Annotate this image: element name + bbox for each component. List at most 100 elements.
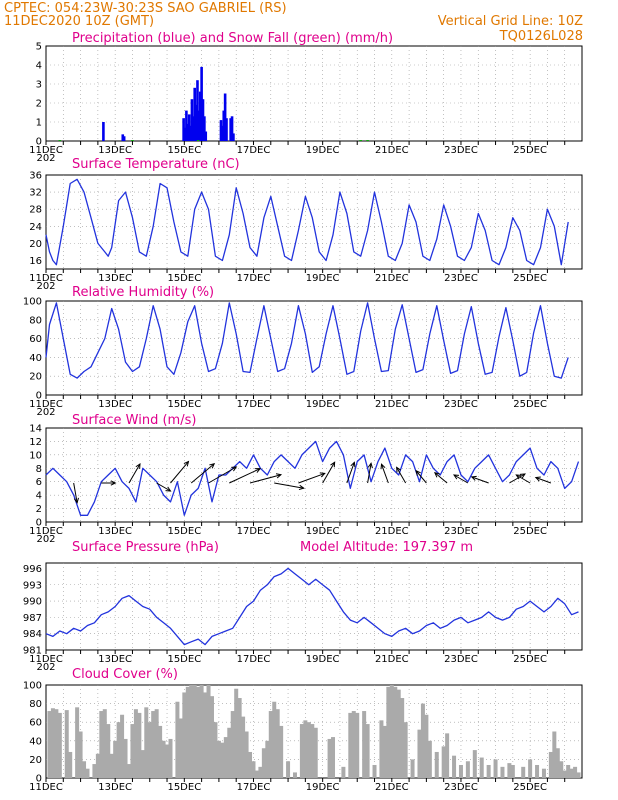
wind-wind-vector <box>322 461 336 484</box>
precip-bar <box>219 120 223 141</box>
cloud-x-date-label: 25DEC <box>513 782 547 793</box>
cloud-y-tick-label: 80 <box>29 699 42 710</box>
pressure-x-date-label: 19DEC <box>306 654 340 665</box>
cloud-bar <box>389 685 394 778</box>
cloud-bar <box>410 759 415 778</box>
cloud-y-tick-label: 40 <box>29 736 42 747</box>
wind-wind-arrowhead <box>453 474 460 480</box>
humidity-x-date-label: 15DEC <box>167 399 201 410</box>
cloud-bar <box>223 737 228 778</box>
precip-bar <box>187 114 191 141</box>
wind-wind-arrowhead <box>515 474 522 480</box>
humidity-y-tick-label: 100 <box>23 297 42 308</box>
wind-wind-arrowhead <box>110 480 117 486</box>
humidity-y-tick-label: 60 <box>29 334 42 345</box>
temperature-y-tick-label: 16 <box>29 256 42 267</box>
wind-wind-vector <box>516 474 531 484</box>
wind-wind-arrowhead <box>135 462 141 469</box>
cloud-bar <box>244 731 249 778</box>
humidity-y-tick-label: 0 <box>36 391 42 402</box>
wind-x-date-label: 17DEC <box>237 526 271 537</box>
wind-x-year-stub: 202 <box>36 534 55 545</box>
wind-wind-arrowhead <box>209 462 216 469</box>
cloud-bar <box>120 714 125 778</box>
cloud-y-tick-label: 60 <box>29 718 42 729</box>
cloud-bar <box>472 750 477 778</box>
cloud-bar <box>275 709 280 778</box>
cloud-bar <box>133 709 138 778</box>
wind-wind-arrowhead <box>275 473 283 479</box>
cloud-bar <box>144 707 149 778</box>
cloud-x-date-label: 19DEC <box>306 782 340 793</box>
wind-wind-vector <box>381 464 389 484</box>
precip-bar <box>183 127 187 141</box>
cloud-bar <box>185 686 190 778</box>
cloud-bar <box>299 724 304 778</box>
precip-x-date-label: 23DEC <box>444 145 478 156</box>
humidity-x-year-stub: 202 <box>36 407 55 418</box>
cloud-bar <box>265 740 270 778</box>
wind-wind-vector <box>170 461 189 484</box>
model-code: TQ0126L028 <box>499 29 583 44</box>
wind-wind-arrowhead <box>380 463 386 470</box>
cloud-bar <box>199 685 204 778</box>
cloud-bar <box>196 686 201 778</box>
wind-wind-vector <box>434 472 448 484</box>
precip-bar <box>186 123 190 141</box>
cloud-bar <box>213 722 218 778</box>
cloud-bar <box>95 753 100 778</box>
temperature-frame <box>45 174 583 270</box>
wind-wind-arrowhead <box>255 468 262 473</box>
cloud-bar <box>161 740 166 778</box>
cloud-bar <box>331 737 336 778</box>
cloud-bar <box>47 711 52 778</box>
cloud-y-tick-label: 100 <box>23 681 42 692</box>
cloud-bar <box>220 742 225 778</box>
cloud-x-date-label: 13DEC <box>98 782 132 793</box>
temperature-x-date-label: 11DEC <box>29 273 63 284</box>
cloud-bar <box>528 759 533 778</box>
humidity-frame <box>45 300 583 396</box>
pressure-panel: 981 984 987 990 993 996 11DEC202 13DEC 15DEC 17DE… <box>23 540 583 673</box>
temperature-title: Surface Temperature (nC) <box>72 157 240 172</box>
cloud-bar <box>566 764 571 778</box>
cloud-y-tick-label: 20 <box>29 755 42 766</box>
wind-wind-vector <box>73 482 78 503</box>
cloud-x-date-label: 15DEC <box>167 782 201 793</box>
cloud-bar <box>165 744 170 778</box>
cloud-bar <box>569 768 574 778</box>
temperature-x-date-label: 23DEC <box>444 273 478 284</box>
precip-bar <box>223 93 227 141</box>
cloud-bar <box>147 722 152 778</box>
cloud-y-tick-label: 0 <box>36 774 42 785</box>
cloud-bar <box>351 711 356 778</box>
precip-bar <box>222 110 226 141</box>
cloud-bar <box>227 727 232 778</box>
cloud-bar <box>427 740 432 778</box>
cloud-bar <box>92 764 97 778</box>
precip-bar <box>200 66 203 141</box>
cloud-bar <box>327 738 332 778</box>
precip-x-date-label: 21DEC <box>375 145 409 156</box>
pressure-x-date-label: 11DEC <box>29 654 63 665</box>
pressure-y-tick-label: 993 <box>23 580 42 591</box>
precip-bar <box>225 118 228 141</box>
cloud-bar <box>82 761 87 778</box>
cloud-bar <box>452 755 457 778</box>
cloud-bar <box>348 712 353 778</box>
cloud-bar <box>216 740 221 778</box>
wind-wind-arrowhead <box>350 461 356 468</box>
cloud-bar <box>57 712 62 778</box>
run-datetime: 11DEC2020 10Z (GMT) <box>4 14 154 29</box>
cloud-bar <box>116 722 121 778</box>
cloud-bar <box>272 701 277 778</box>
cloud-bar <box>99 711 104 778</box>
temperature-y-tick-label: 36 <box>29 171 42 182</box>
cloud-bar <box>372 764 377 778</box>
precip-y-tick-label: 1 <box>36 118 42 129</box>
wind-x-date-label: 21DEC <box>375 526 409 537</box>
pressure-y-tick-label: 996 <box>23 564 42 575</box>
precipitation-panel: 0 1 2 3 4 5 11DEC202 13DEC 15DEC 17DEC 19DEC 21DEC 2… <box>29 31 583 164</box>
precip-bar <box>185 110 188 141</box>
wind-wind-arrowhead <box>73 497 79 504</box>
